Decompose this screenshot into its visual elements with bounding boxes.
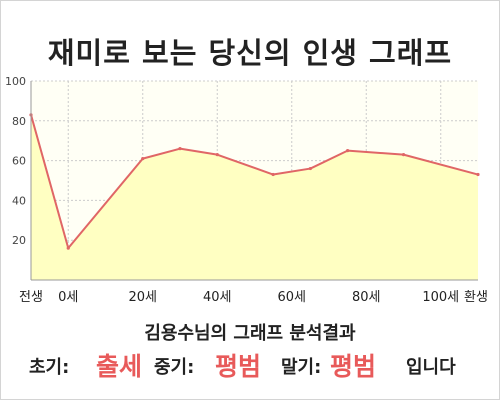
data-point bbox=[271, 172, 275, 177]
series-line bbox=[30, 114, 479, 250]
data-point bbox=[308, 166, 312, 171]
y-tick-label: 40 bbox=[12, 194, 26, 207]
page-title: 재미로 보는 당신의 인생 그래프 bbox=[47, 36, 453, 70]
ending-text: 입니다 bbox=[406, 357, 456, 378]
early-label: 초기: bbox=[29, 357, 70, 378]
data-point bbox=[141, 157, 145, 161]
x-tick-label: 환생 bbox=[464, 290, 488, 305]
data-point bbox=[178, 147, 182, 151]
x-tick-label: 80세 bbox=[352, 290, 381, 305]
x-tick-label: 전생 bbox=[19, 290, 43, 305]
data-point bbox=[401, 153, 406, 157]
early-value: 출세 bbox=[96, 352, 143, 381]
data-point bbox=[476, 172, 480, 177]
x-tick-label: 20세 bbox=[128, 290, 157, 305]
y-tick-label: 60 bbox=[12, 155, 26, 168]
mid-value: 평범 bbox=[215, 352, 262, 381]
late-label: 말기: bbox=[281, 357, 322, 378]
y-tick-label: 20 bbox=[12, 234, 26, 247]
x-tick-label: 0세 bbox=[58, 290, 78, 305]
analysis-subtitle: 김용수님의 그래프 분석결과 bbox=[144, 323, 356, 344]
x-tick-label: 100세 bbox=[422, 290, 459, 305]
data-point bbox=[66, 246, 70, 250]
analysis-result: 초기: 출세 중기: 평범 말기: 평범 입니다 bbox=[0, 347, 500, 381]
y-tick-label: 100 bbox=[5, 75, 26, 88]
data-point bbox=[346, 149, 350, 153]
x-tick-label: 40세 bbox=[203, 290, 232, 305]
late-value: 평범 bbox=[330, 352, 377, 381]
life-graph-chart: 20 40 60 80 100 전생 0세 20세 40세 60세 80세 100세 환생 bbox=[5, 75, 488, 305]
area-fill bbox=[31, 114, 478, 280]
y-tick-label: 80 bbox=[12, 115, 26, 128]
data-point bbox=[215, 153, 219, 157]
mid-label: 중기: bbox=[154, 357, 195, 378]
x-tick-label: 60세 bbox=[277, 290, 306, 305]
